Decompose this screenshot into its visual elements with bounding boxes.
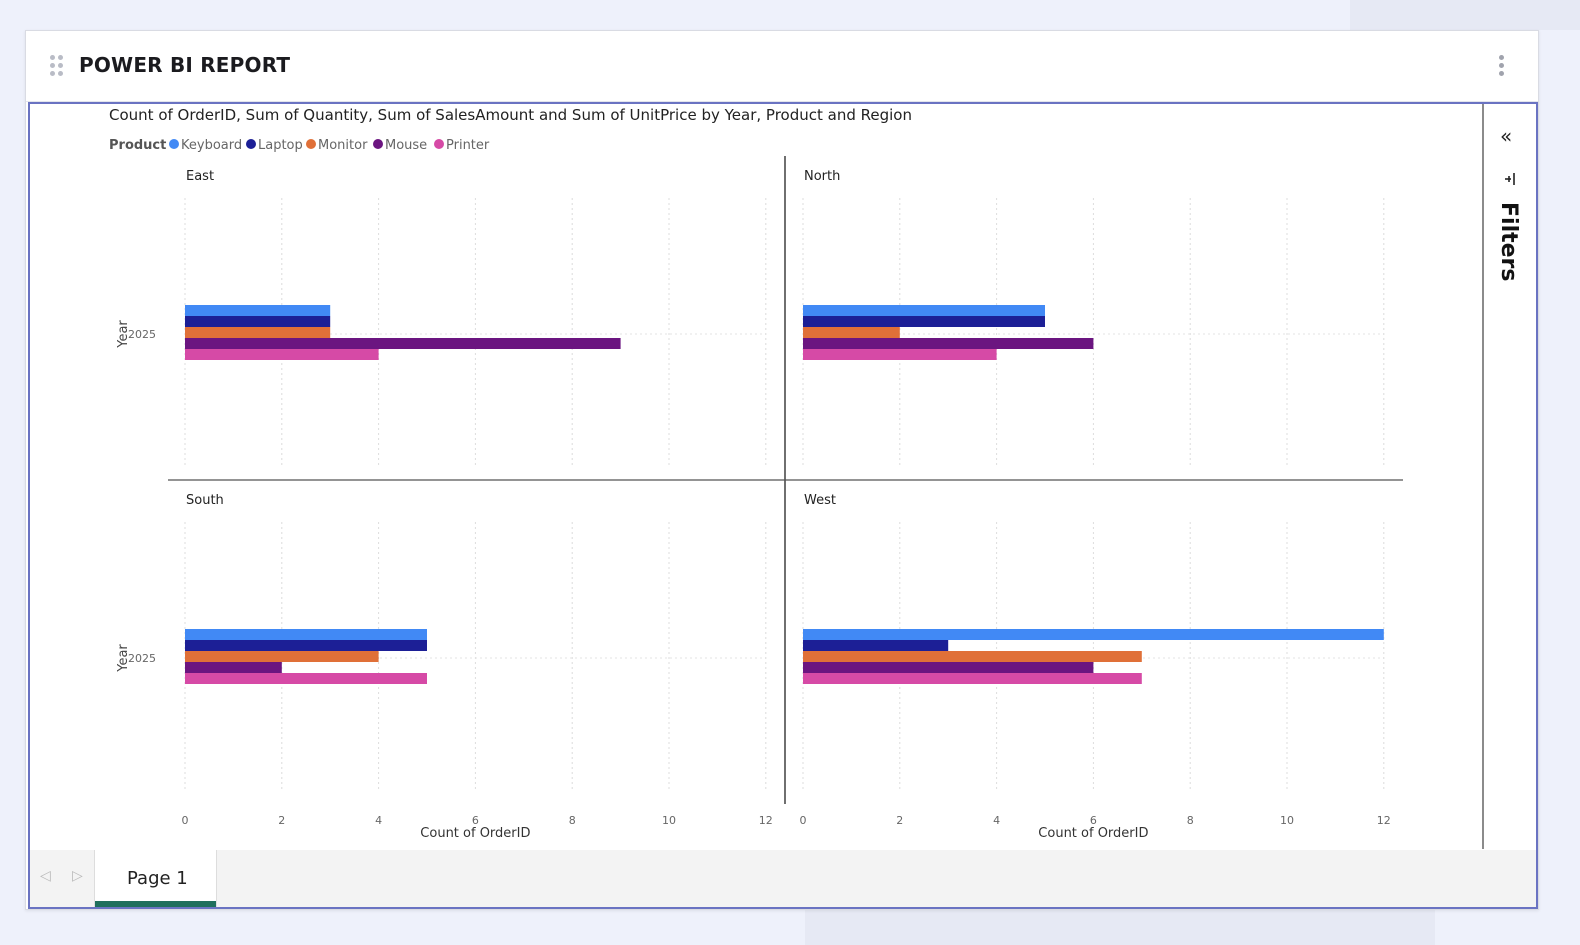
x-tick-label-south-2: 2 [278, 814, 285, 827]
double-chevron-left-icon[interactable]: « [1500, 124, 1513, 148]
y-axis-title-east: Year [116, 320, 131, 349]
filters-label[interactable]: Filters [1496, 202, 1521, 282]
bar-west-keyboard [803, 629, 1384, 640]
bar-north-laptop [803, 316, 1045, 327]
legend-label-monitor: Monitor [318, 138, 368, 153]
legend-marker-keyboard [169, 139, 179, 149]
report-card: POWER BI REPORT Count of OrderID, Sum of… [25, 30, 1539, 910]
x-tick-label-west-12: 12 [1377, 814, 1391, 827]
x-tick-label-west-10: 10 [1280, 814, 1294, 827]
x-tick-label-south-8: 8 [569, 814, 576, 827]
x-tick-label-south-10: 10 [662, 814, 676, 827]
drag-handle-icon[interactable] [50, 55, 64, 77]
panel-title-south: South [186, 493, 224, 508]
next-page-icon[interactable]: ▷ [72, 868, 83, 884]
bar-east-laptop [185, 316, 331, 327]
x-tick-label-west-0: 0 [800, 814, 807, 827]
active-tab-indicator [95, 901, 216, 907]
bar-chart: Count of OrderID, Sum of Quantity, Sum o… [109, 106, 1403, 841]
bar-north-keyboard [803, 305, 1045, 316]
bar-west-laptop [803, 640, 949, 651]
x-tick-label-west-6: 6 [1090, 814, 1097, 827]
report-canvas: Count of OrderID, Sum of Quantity, Sum o… [28, 102, 1538, 909]
x-tick-label-south-12: 12 [759, 814, 773, 827]
panel-title-north: North [804, 169, 840, 184]
bar-south-monitor [185, 651, 379, 662]
legend-label-keyboard: Keyboard [181, 138, 242, 153]
x-tick-label-west-2: 2 [896, 814, 903, 827]
page-tab-label: Page 1 [127, 868, 188, 889]
panel-title-west: West [804, 493, 836, 508]
y-axis-title-south: Year [116, 644, 131, 673]
chart-title: Count of OrderID, Sum of Quantity, Sum o… [109, 106, 912, 124]
x-tick-label-south-4: 4 [375, 814, 382, 827]
y-tick-label-east: 2025 [128, 328, 156, 341]
more-options-icon[interactable] [1498, 55, 1506, 79]
legend-label-laptop: Laptop [258, 138, 303, 153]
bar-north-printer [803, 349, 997, 360]
tab-page-1[interactable]: Page 1 [94, 850, 217, 907]
report-title: POWER BI REPORT [79, 53, 291, 77]
legend-label-mouse: Mouse [385, 138, 427, 153]
legend-marker-laptop [246, 139, 256, 149]
legend-label-printer: Printer [446, 138, 490, 153]
bar-east-printer [185, 349, 379, 360]
bar-west-mouse [803, 662, 1094, 673]
bar-west-printer [803, 673, 1142, 684]
bar-south-keyboard [185, 629, 427, 640]
filter-icon[interactable] [1504, 172, 1518, 186]
chart-legend: Product Keyboard Laptop Monitor Mouse Printer [109, 138, 490, 153]
bar-north-monitor [803, 327, 900, 338]
legend-title: Product [109, 138, 166, 153]
bar-east-keyboard [185, 305, 331, 316]
x-axis-title-south: Count of OrderID [420, 826, 530, 841]
x-tick-label-south-6: 6 [472, 814, 479, 827]
x-axis-title-west: Count of OrderID [1038, 826, 1148, 841]
legend-marker-printer [434, 139, 444, 149]
y-tick-label-south: 2025 [128, 652, 156, 665]
bar-south-laptop [185, 640, 427, 651]
legend-marker-monitor [306, 139, 316, 149]
bar-west-monitor [803, 651, 1142, 662]
filters-pane[interactable]: « Filters [1482, 104, 1536, 849]
card-header: POWER BI REPORT [26, 31, 1538, 102]
x-tick-label-west-8: 8 [1187, 814, 1194, 827]
page-navigation-bar: ◁ ▷ Page 1 [30, 850, 1536, 907]
x-tick-label-south-0: 0 [182, 814, 189, 827]
bar-south-printer [185, 673, 427, 684]
prev-page-icon[interactable]: ◁ [40, 868, 51, 884]
bar-east-mouse [185, 338, 621, 349]
bar-south-mouse [185, 662, 282, 673]
panel-title-east: East [186, 169, 214, 184]
legend-marker-mouse [373, 139, 383, 149]
bar-north-mouse [803, 338, 1094, 349]
bar-east-monitor [185, 327, 331, 338]
x-tick-label-west-4: 4 [993, 814, 1000, 827]
